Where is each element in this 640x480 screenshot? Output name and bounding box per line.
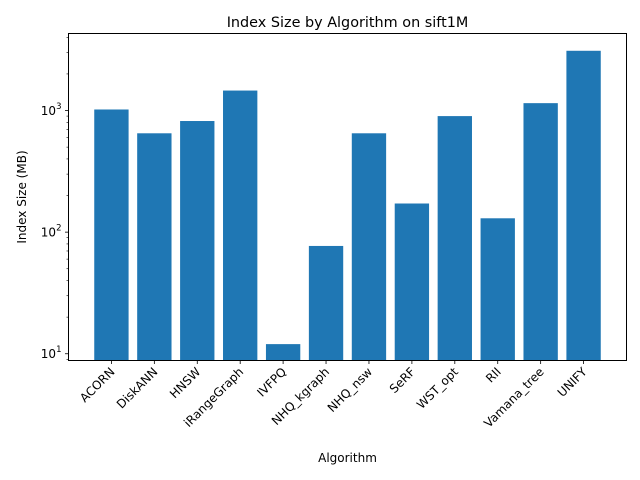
chart-title: Index Size by Algorithm on sift1M <box>227 15 469 31</box>
bars <box>94 50 601 361</box>
y-axis-label: Index Size (MB) <box>15 150 29 243</box>
bar-hnsw <box>180 121 215 361</box>
y-tick-label: 103 <box>41 102 62 118</box>
bar-irangegraph <box>223 90 258 361</box>
bar-ivfpq <box>265 344 301 361</box>
bar-wst_opt <box>437 116 472 361</box>
y-tick-label: 101 <box>41 345 62 361</box>
bar-nhq_nsw <box>351 133 387 361</box>
bar-serf <box>394 203 430 361</box>
bar-nhq_kgraph <box>308 245 344 361</box>
y-axis-ticks: 101 102 103 <box>41 37 69 361</box>
plot-frame <box>68 33 627 361</box>
y-tick-label: 102 <box>41 224 62 240</box>
bar-acorn <box>94 109 129 361</box>
bar-vamana_tree <box>523 103 558 361</box>
bar-rii <box>480 218 515 361</box>
bar-unify <box>566 50 601 361</box>
x-axis-label: Algorithm <box>318 451 377 465</box>
bar-diskann <box>137 133 172 361</box>
